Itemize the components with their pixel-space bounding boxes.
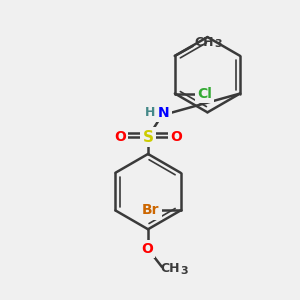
Text: O: O xyxy=(114,130,126,144)
Text: 3: 3 xyxy=(180,266,188,276)
Text: O: O xyxy=(141,242,153,256)
Text: H: H xyxy=(145,106,155,119)
Text: Cl: Cl xyxy=(197,86,212,100)
Text: 3: 3 xyxy=(214,39,222,49)
Text: CH: CH xyxy=(160,262,180,275)
Text: N: N xyxy=(158,106,170,120)
Text: CH: CH xyxy=(195,35,214,49)
Text: S: S xyxy=(142,130,154,145)
Text: Br: Br xyxy=(142,203,160,218)
Text: O: O xyxy=(170,130,182,144)
